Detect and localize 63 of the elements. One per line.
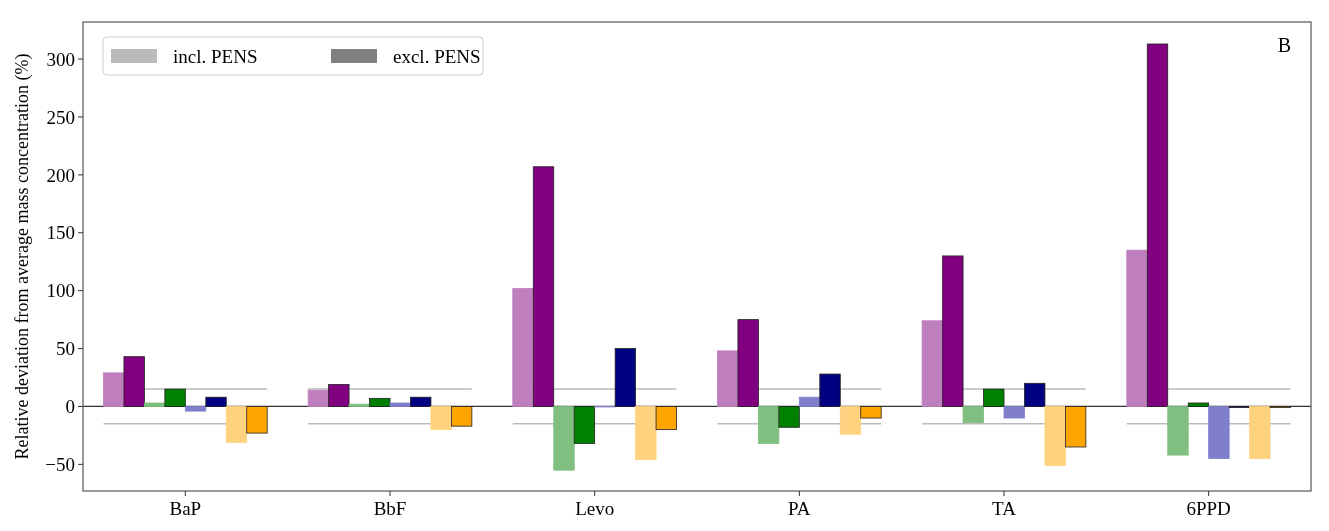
y-tick-label: 50 <box>56 338 75 360</box>
bar <box>635 406 657 461</box>
bar <box>205 396 227 407</box>
bar <box>246 406 268 434</box>
y-tick-label: 100 <box>46 280 75 302</box>
x-tick-label: 6PPD <box>1186 498 1231 519</box>
bar <box>839 406 862 435</box>
bar <box>1065 406 1087 448</box>
bar <box>1249 406 1271 459</box>
bar <box>942 255 964 407</box>
x-tick-label: PA <box>788 498 811 519</box>
y-tick-label: 0 <box>65 396 75 418</box>
x-tick-label: TA <box>992 498 1017 519</box>
y-tick-label: 200 <box>46 164 75 186</box>
bar <box>737 319 759 407</box>
bar <box>860 406 882 419</box>
bar <box>430 406 452 431</box>
bar <box>144 402 166 407</box>
bar <box>103 372 125 407</box>
bar <box>1003 406 1025 419</box>
bar <box>512 287 534 407</box>
bar <box>532 166 555 407</box>
bar <box>348 403 370 407</box>
bar <box>307 389 329 407</box>
bar <box>1187 402 1210 407</box>
bar <box>123 356 145 407</box>
bar <box>758 406 780 444</box>
bar <box>410 396 432 407</box>
bar <box>819 373 841 407</box>
bar <box>573 406 596 444</box>
bar <box>1208 406 1230 459</box>
y-axis-title: Relative deviation from average mass concentration (%) <box>12 53 33 460</box>
bar <box>614 348 636 407</box>
bar <box>717 350 739 407</box>
bar <box>164 388 186 407</box>
legend-label: incl. PENS <box>173 45 258 67</box>
legend-label: excl. PENS <box>393 45 481 67</box>
bar <box>778 406 800 428</box>
x-tick-label: Levo <box>575 498 615 519</box>
y-tick-label: 300 <box>46 48 75 70</box>
bar <box>451 406 473 427</box>
bar <box>921 320 943 407</box>
x-tick-label: BbF <box>373 498 407 519</box>
bar <box>655 406 677 431</box>
bar <box>962 406 984 424</box>
bar <box>1146 43 1169 407</box>
bar <box>1167 406 1189 456</box>
bar <box>553 406 575 471</box>
annotation: B <box>1277 34 1291 56</box>
y-tick-label: −50 <box>45 454 75 476</box>
bar <box>389 402 411 407</box>
bar <box>798 396 821 407</box>
bar <box>1024 382 1046 407</box>
x-tick-label: BaP <box>169 498 202 519</box>
bar <box>1126 249 1148 407</box>
bar <box>184 406 207 412</box>
y-tick-label: 150 <box>46 222 75 244</box>
bar <box>225 406 248 443</box>
bar <box>328 384 350 407</box>
bar <box>1044 406 1066 466</box>
bar <box>369 397 391 407</box>
y-tick-label: 250 <box>46 106 75 128</box>
bar <box>983 388 1005 407</box>
